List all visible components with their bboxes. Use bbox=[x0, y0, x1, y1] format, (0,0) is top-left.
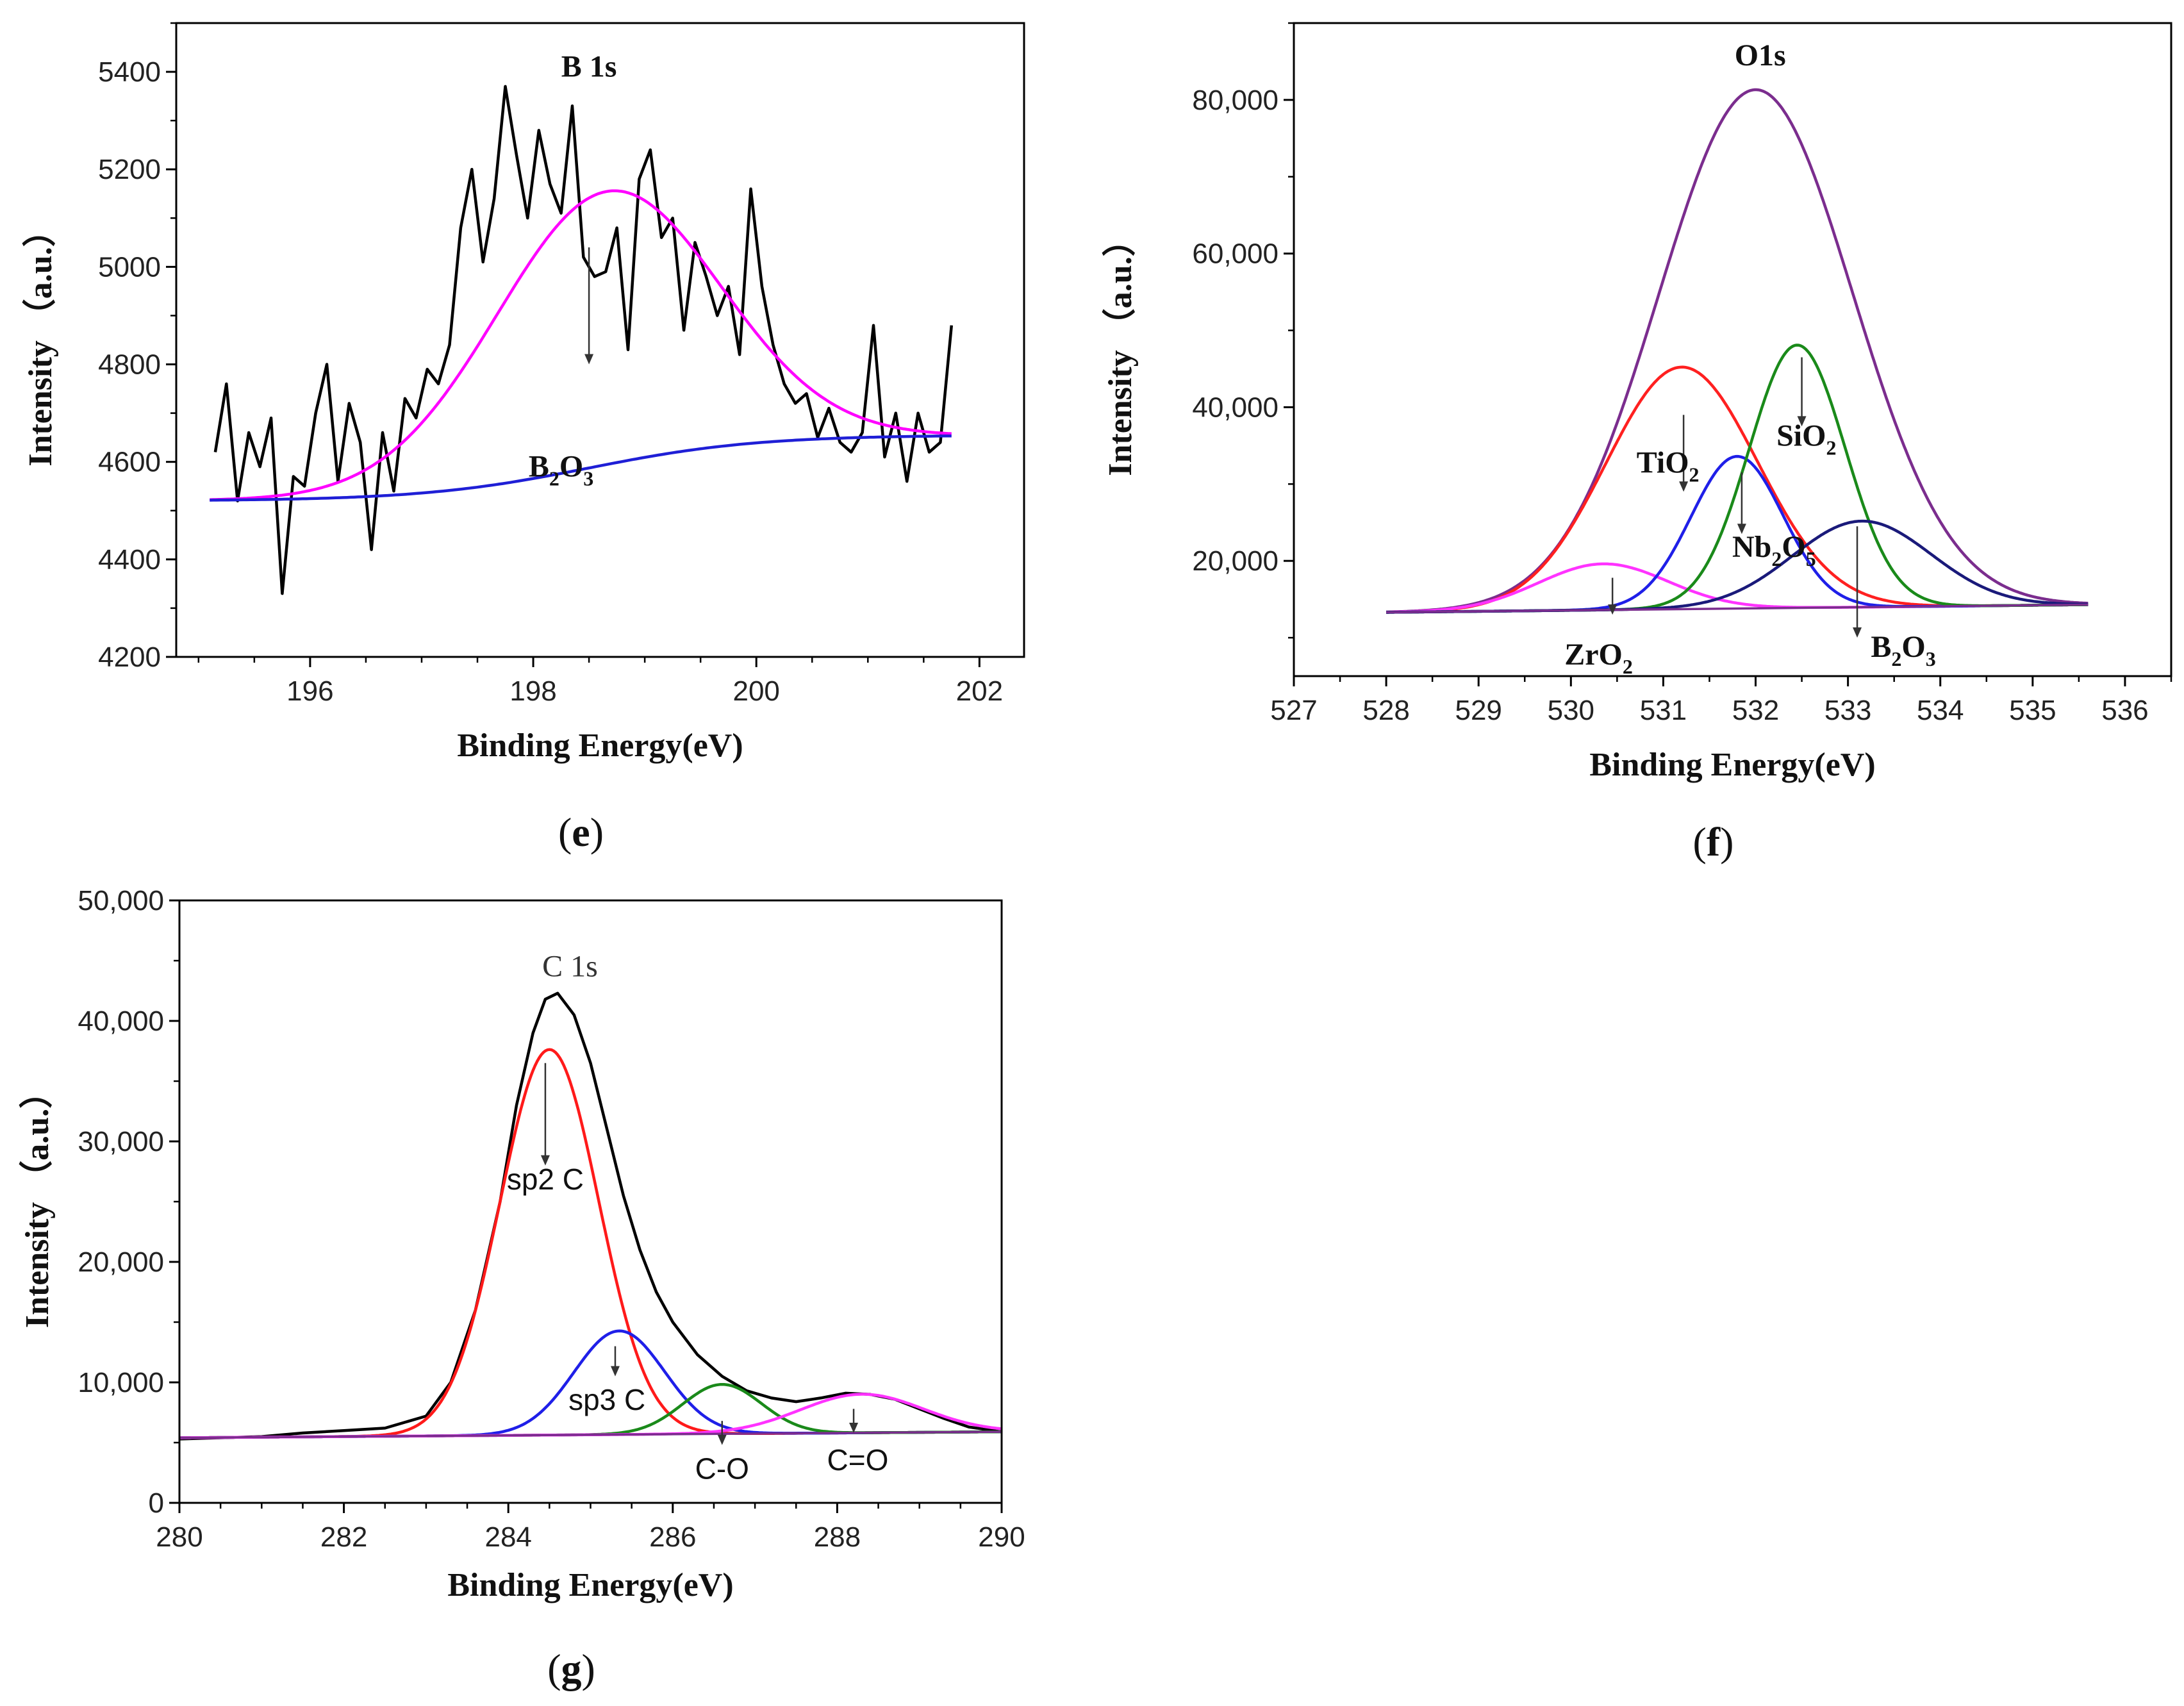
y-axis-label: Intensity （a.u.） bbox=[1102, 223, 1139, 476]
plot-frame bbox=[1293, 22, 2172, 677]
y-tick-label: 4200 bbox=[98, 642, 161, 673]
series-envelope bbox=[1386, 88, 2089, 614]
x-tick-label: 286 bbox=[649, 1521, 696, 1553]
x-tick-label: 528 bbox=[1362, 695, 1409, 726]
annotation-arrowhead bbox=[610, 1366, 620, 1377]
y-tick-label: 4600 bbox=[98, 447, 161, 478]
series-fit bbox=[210, 189, 952, 501]
panel-f-o1s-spectrum: 527 528 529 530 531 532 533 534 535 536 20,000 40,0… bbox=[1102, 22, 2172, 865]
y-tick-label: 20,000 bbox=[78, 1246, 164, 1278]
peak-label: C-O bbox=[695, 1452, 749, 1485]
series-group bbox=[179, 991, 1002, 1441]
peak-label: sp2 C bbox=[507, 1163, 584, 1196]
x-tick-label: 282 bbox=[320, 1521, 367, 1553]
panel-caption: (g) bbox=[547, 1646, 595, 1691]
x-tick-label: 535 bbox=[2009, 695, 2056, 726]
x-tick-label: 280 bbox=[156, 1521, 203, 1553]
x-axis-label: Binding Energy(eV) bbox=[1589, 747, 1875, 783]
annotation-arrowhead bbox=[1737, 524, 1746, 534]
peak-label: C 1s bbox=[542, 949, 598, 983]
plot-frame bbox=[175, 22, 1025, 658]
x-tick-label: 529 bbox=[1455, 695, 1502, 726]
x-tick-label: 288 bbox=[814, 1521, 861, 1553]
annotation-arrowhead bbox=[1797, 416, 1807, 427]
peak-label: O1s bbox=[1735, 38, 1786, 72]
x-tick-label: 198 bbox=[509, 675, 556, 707]
peak-label: C=O bbox=[827, 1443, 889, 1477]
annotations: C 1s sp2 C sp3 C C-O C=O bbox=[507, 949, 889, 1485]
axis-ticks: 527 528 529 530 531 532 533 534 535 536 20,000 40,0… bbox=[1192, 22, 2172, 726]
y-tick-label: 40,000 bbox=[78, 1006, 164, 1037]
series-baseline bbox=[1386, 603, 2089, 614]
x-axis-label: Binding Energy(eV) bbox=[457, 727, 743, 764]
annotation-arrowhead bbox=[1853, 627, 1862, 638]
annotation-arrowhead bbox=[1679, 481, 1689, 492]
x-tick-label: 200 bbox=[732, 675, 779, 707]
x-tick-label: 527 bbox=[1270, 695, 1317, 726]
y-tick-label: 50,000 bbox=[78, 885, 164, 916]
panel-e-b1s-spectrum: 196 198 200 202 4200 4400 4600 4800 5000 5200 5400… bbox=[22, 22, 1025, 855]
annotation-arrowhead bbox=[717, 1434, 727, 1445]
peak-label: B2O3 bbox=[1871, 630, 1935, 670]
y-axis-label: Intensity （a.u.） bbox=[22, 213, 59, 466]
annotation-arrowhead bbox=[1608, 604, 1617, 615]
peak-label: SiO2 bbox=[1776, 418, 1836, 459]
y-tick-label: 10,000 bbox=[78, 1367, 164, 1398]
panel-caption: (e) bbox=[558, 809, 604, 855]
y-tick-label: 60,000 bbox=[1192, 238, 1278, 270]
plot-frame bbox=[178, 899, 1003, 1504]
series-raw bbox=[179, 991, 1002, 1441]
x-tick-label: 290 bbox=[978, 1521, 1025, 1553]
y-tick-label: 5400 bbox=[98, 56, 161, 88]
y-tick-label: 4800 bbox=[98, 349, 161, 381]
y-tick-label: 5000 bbox=[98, 251, 161, 283]
x-tick-label: 284 bbox=[484, 1521, 531, 1553]
peak-label: Nb2O5 bbox=[1732, 530, 1816, 570]
x-axis-label: Binding Energy(eV) bbox=[447, 1567, 733, 1603]
panel-caption: (f) bbox=[1693, 819, 1734, 865]
y-tick-label: 20,000 bbox=[1192, 545, 1278, 577]
peak-label: TiO2 bbox=[1637, 445, 1700, 486]
series-sp2-c bbox=[179, 1048, 1002, 1439]
series-background bbox=[210, 434, 952, 502]
series-raw bbox=[213, 85, 954, 595]
y-tick-label: 5200 bbox=[98, 154, 161, 185]
x-tick-label: 532 bbox=[1732, 695, 1779, 726]
y-tick-label: 30,000 bbox=[78, 1126, 164, 1157]
x-tick-label: 202 bbox=[956, 675, 1003, 707]
x-tick-label: 534 bbox=[1917, 695, 1964, 726]
peak-label: B2O3 bbox=[529, 450, 593, 490]
axis-ticks: 196 198 200 202 4200 4400 4600 4800 5000 5200 5400 bbox=[98, 22, 1003, 707]
annotations: O1s TiO2 SiO2 Nb2O5 ZrO2 B2O3 bbox=[1564, 38, 1936, 678]
y-tick-label: 80,000 bbox=[1192, 85, 1278, 116]
panel-g-c1s-spectrum: 280 282 284 286 288 290 0 10,000 20,000 30,000 40,… bbox=[19, 885, 1025, 1691]
peak-label: ZrO2 bbox=[1564, 638, 1633, 678]
x-tick-label: 196 bbox=[286, 675, 333, 707]
y-tick-label: 4400 bbox=[98, 544, 161, 576]
annotations: B 1s B2O3 bbox=[529, 50, 617, 490]
peak-label: B 1s bbox=[561, 50, 617, 84]
annotation-arrowhead bbox=[584, 354, 594, 365]
axis-ticks: 280 282 284 286 288 290 0 10,000 20,000 30,000 40,… bbox=[78, 885, 1025, 1553]
x-tick-label: 533 bbox=[1824, 695, 1871, 726]
annotation-arrowhead bbox=[540, 1155, 550, 1166]
x-tick-label: 531 bbox=[1640, 695, 1687, 726]
x-tick-label: 530 bbox=[1548, 695, 1594, 726]
y-tick-label: 40,000 bbox=[1192, 392, 1278, 423]
series-group bbox=[210, 85, 954, 595]
annotation-arrowhead bbox=[849, 1422, 859, 1433]
peak-label: sp3 C bbox=[568, 1383, 645, 1416]
y-tick-label: 0 bbox=[149, 1487, 164, 1519]
y-axis-label: Intensity （a.u.） bbox=[19, 1075, 56, 1328]
x-tick-label: 536 bbox=[2101, 695, 2148, 726]
series-group bbox=[1386, 88, 2089, 614]
series-baseline bbox=[179, 1430, 1002, 1439]
